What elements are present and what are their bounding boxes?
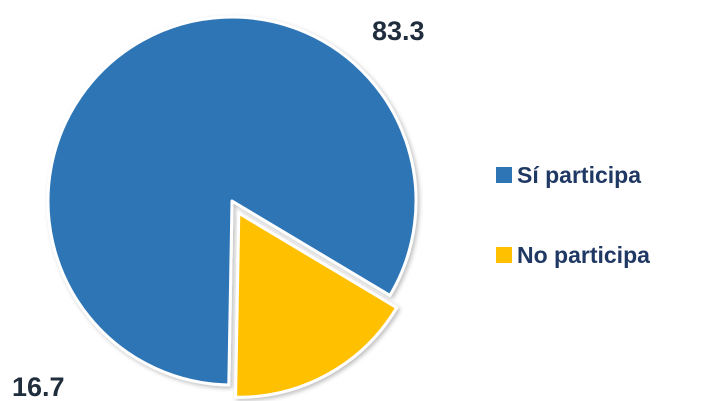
legend-item-no-participa: No participa bbox=[496, 238, 650, 272]
pie-slice-si-participa bbox=[46, 15, 418, 387]
legend-label-no-participa: No participa bbox=[517, 241, 650, 268]
legend-label-si-participa: Sí participa bbox=[517, 161, 641, 188]
pie-slice-no-participa bbox=[234, 211, 399, 399]
chart-legend: Sí participa No participa bbox=[496, 158, 650, 318]
legend-item-si-participa: Sí participa bbox=[496, 158, 650, 192]
data-label-si-participa: 83.3 bbox=[372, 16, 425, 46]
legend-swatch-no-participa bbox=[496, 247, 512, 263]
data-label-no-participa: 16.7 bbox=[12, 372, 65, 401]
legend-swatch-si-participa bbox=[496, 167, 512, 183]
